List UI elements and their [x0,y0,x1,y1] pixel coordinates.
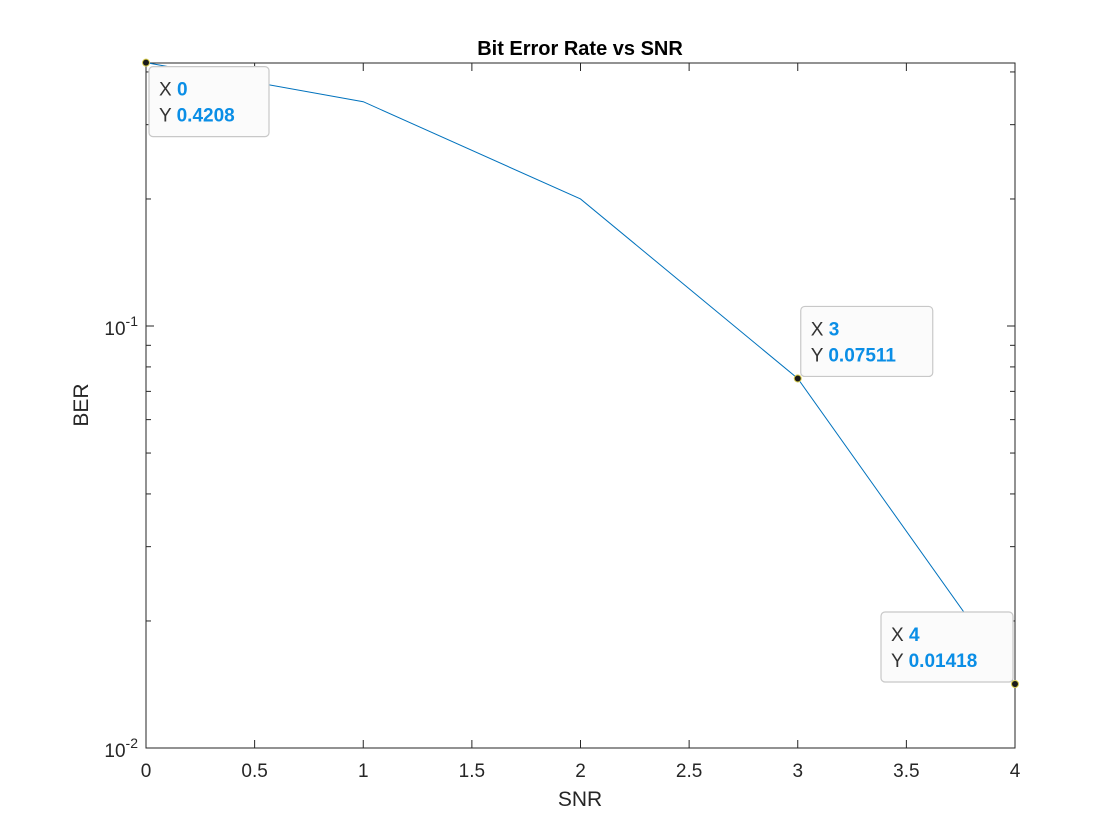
x-axis-label: SNR [558,788,602,811]
y-tick-label: 10-2 [104,735,138,762]
x-tick-label: 1 [358,761,369,782]
datatip-x-row: X 4 [891,625,920,646]
x-tick-label: 3.5 [893,761,919,782]
datatip-y-row: Y 0.07511 [811,345,897,366]
datatip[interactable]: X 4 Y 0.01418 [880,611,1019,688]
datatip-box [880,611,1014,683]
x-tick-label: 0.5 [241,761,267,782]
x-tick-label: 3 [792,761,803,782]
datatip-marker[interactable] [142,58,150,67]
datatip-box [148,66,270,138]
series-line [145,62,1016,685]
datatip-marker[interactable] [793,374,802,383]
y-axis-label: BER [70,383,93,426]
datatip-box [800,305,934,378]
x-tick-label: 2.5 [676,761,702,782]
datatip-y-row: Y 0.01418 [891,651,977,672]
tick-labels: 0 0.5 1 1.5 2 2.5 3 3.5 4 10-1 10-2 [104,313,1020,782]
chart-title: Bit Error Rate vs SNR [477,38,683,60]
datatip[interactable]: X 3 Y 0.07511 [793,305,934,383]
datatips: X 0 Y 0.4208 X 3 Y 0.07511 X 4 Y 0.01418 [142,58,1019,688]
x-tick-label: 4 [1010,761,1021,782]
datatip-x-row: X 3 [811,319,840,340]
datatip-marker[interactable] [1011,679,1019,688]
x-tick-label: 2 [575,761,586,782]
x-tick-label: 0 [141,761,152,782]
datatip[interactable]: X 0 Y 0.4208 [142,58,270,138]
plot-area [145,62,1016,749]
y-tick-label: 10-1 [104,313,138,340]
datatip-y-row: Y 0.4208 [159,106,235,127]
x-tick-label: 1.5 [459,761,485,782]
axis-ticks [145,63,1016,749]
datatip-x-row: X 0 [159,80,188,101]
